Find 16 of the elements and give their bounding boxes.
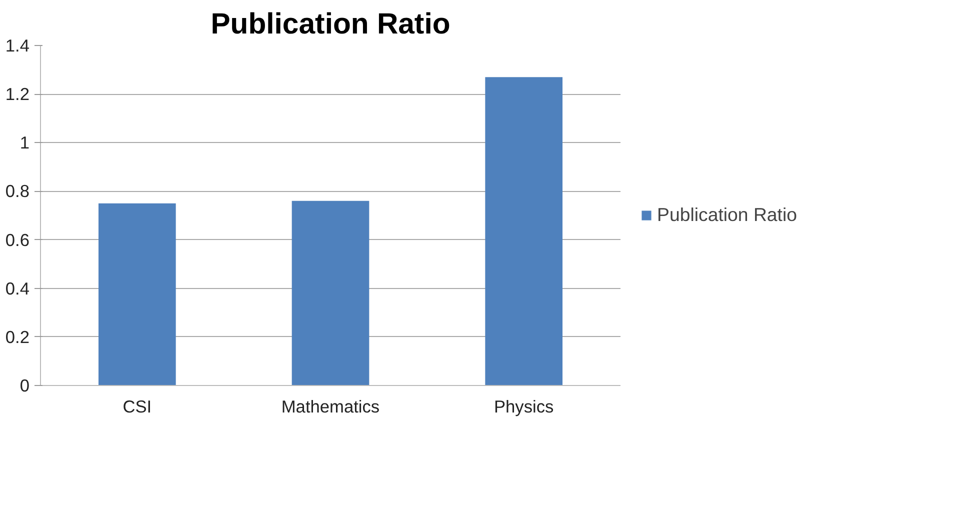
legend-label: Publication Ratio (657, 204, 798, 226)
chart-title: Publication Ratio (210, 8, 450, 40)
x-tick-label: CSI (122, 396, 152, 416)
bar (485, 77, 562, 386)
y-tick-label: 1.4 (5, 36, 30, 56)
y-tick-label: 0.4 (5, 278, 30, 298)
y-tick-label: 1.2 (5, 84, 30, 104)
y-tick-label: 0.2 (5, 326, 30, 347)
y-tick-label: 0.8 (5, 181, 30, 202)
x-tick-label: Physics (494, 396, 554, 416)
y-tick-label: 0.6 (5, 230, 30, 250)
bar (292, 200, 370, 386)
x-tick-label: Mathematics (281, 396, 380, 416)
y-tick-label: 1 (20, 132, 30, 153)
y-tick-label: 0 (20, 376, 30, 396)
bar (98, 203, 176, 386)
